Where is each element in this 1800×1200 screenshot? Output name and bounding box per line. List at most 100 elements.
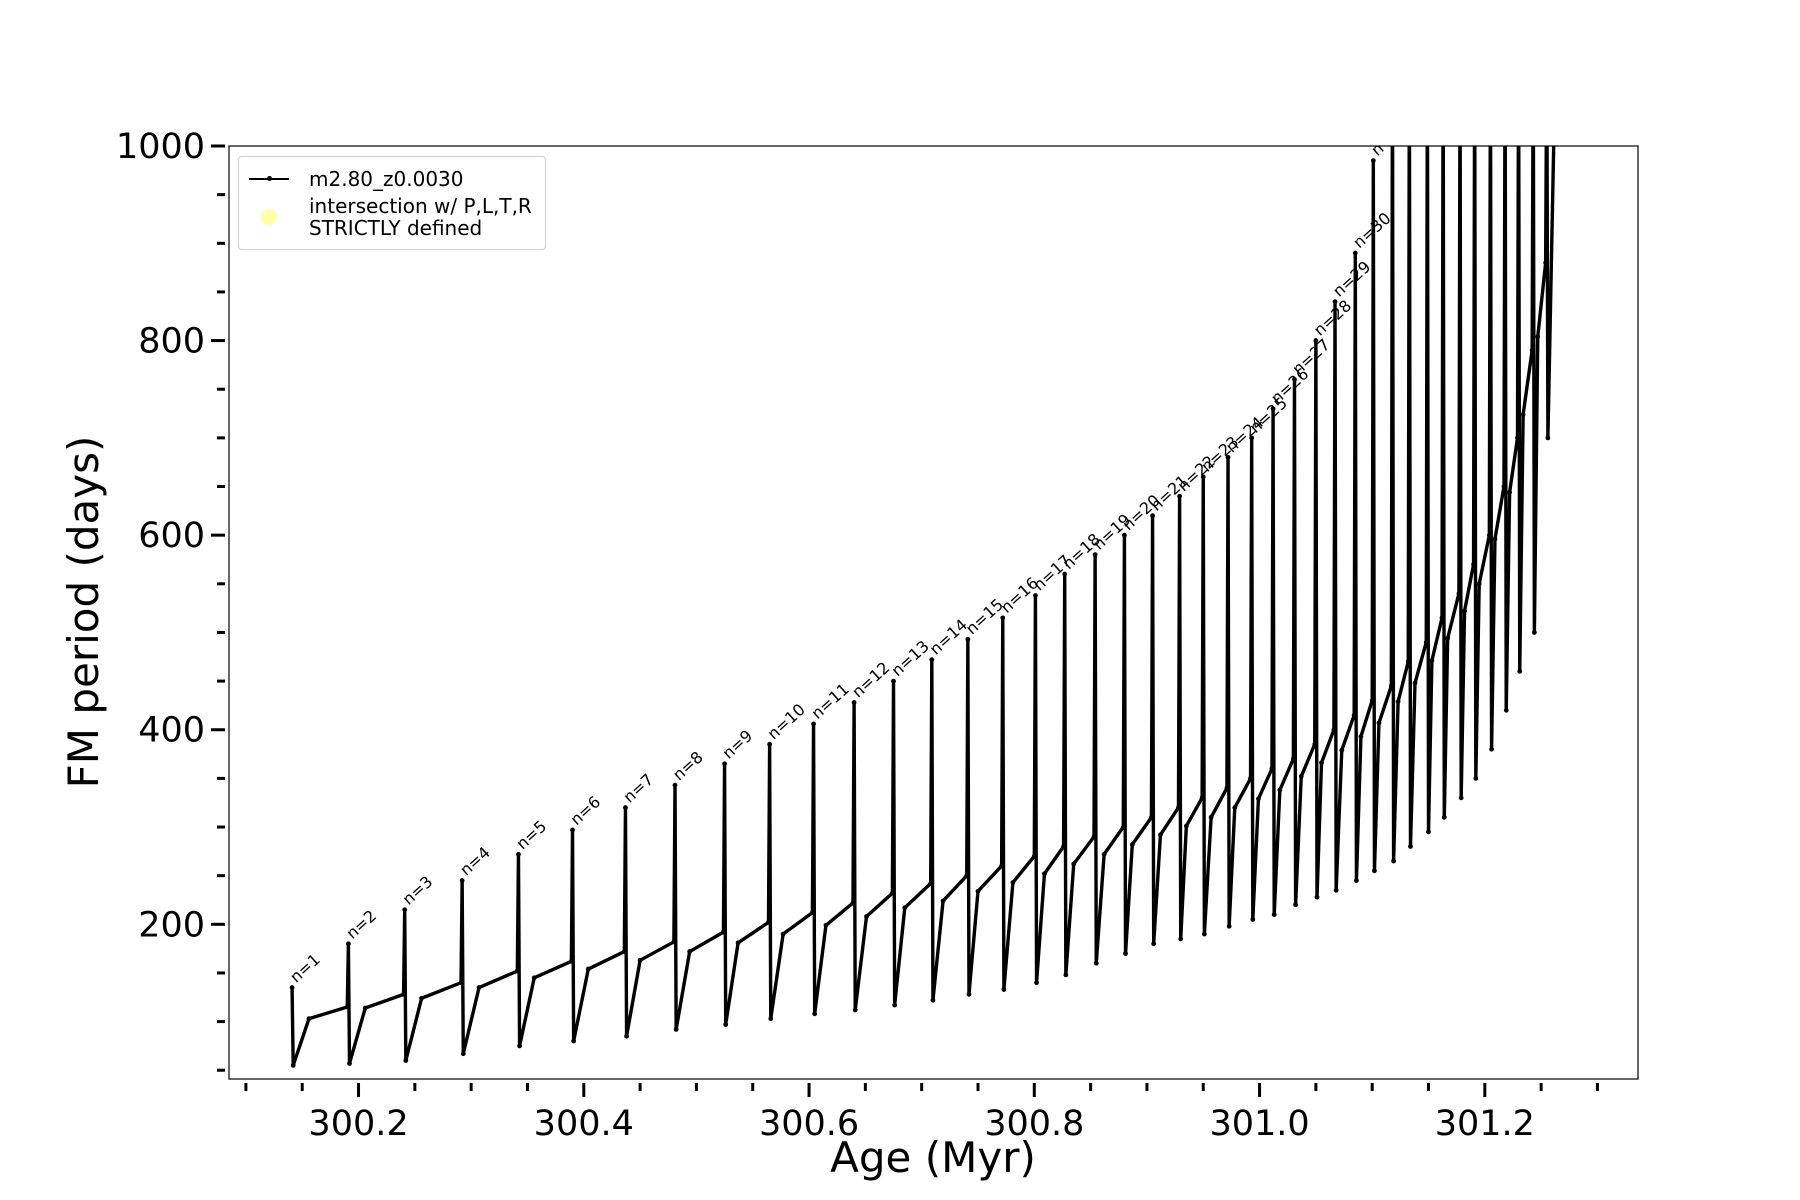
point <box>460 1051 466 1057</box>
point <box>1489 746 1494 752</box>
point <box>1001 987 1007 992</box>
point <box>1183 823 1189 829</box>
point <box>1458 46 1463 51</box>
point <box>1176 805 1181 810</box>
point <box>514 968 520 974</box>
point <box>964 873 970 879</box>
point <box>850 900 856 906</box>
point <box>1429 658 1435 664</box>
x-axis-label: Age (Myr) <box>830 1133 1036 1182</box>
point <box>516 851 521 857</box>
point <box>1224 785 1230 791</box>
point <box>1476 581 1482 587</box>
point <box>345 941 351 947</box>
point <box>1516 46 1521 51</box>
point <box>1544 46 1549 51</box>
point <box>1503 46 1508 51</box>
point <box>1458 795 1464 801</box>
point <box>362 1005 368 1011</box>
point <box>1351 712 1357 718</box>
annotation: n=29 <box>1329 257 1374 300</box>
point <box>687 949 693 954</box>
point <box>673 1026 679 1032</box>
point <box>623 805 628 810</box>
point <box>1412 680 1418 686</box>
y-tick-label: 800 <box>138 322 205 362</box>
point <box>1372 868 1377 874</box>
y-tick-label: 200 <box>138 905 205 945</box>
point <box>517 1043 522 1049</box>
legend-item: m2.80_z0.0030 <box>247 167 537 191</box>
point <box>1091 834 1097 840</box>
point <box>1426 829 1431 835</box>
point <box>768 1016 774 1022</box>
legend-swatch <box>247 167 291 191</box>
annotation: n=10 <box>764 700 809 743</box>
point <box>1031 853 1037 859</box>
point <box>902 905 908 911</box>
point <box>1256 796 1261 802</box>
point <box>1313 338 1319 343</box>
point <box>1331 727 1337 733</box>
point <box>1333 887 1339 893</box>
point <box>624 1033 629 1039</box>
annotation: n=5 <box>512 817 550 854</box>
point <box>1129 842 1135 847</box>
annotation: n=1 <box>286 950 324 987</box>
point <box>571 1038 577 1044</box>
point <box>1034 980 1039 986</box>
legend-label: m2.80_z0.0030 <box>309 167 464 191</box>
point <box>966 991 972 997</box>
plot-frame <box>228 145 1639 1080</box>
annotation: n=9 <box>719 726 757 763</box>
point <box>928 881 934 886</box>
y-tick-label: 600 <box>138 516 205 556</box>
point <box>767 741 773 747</box>
point <box>722 761 727 767</box>
point <box>1520 412 1526 417</box>
point <box>1062 571 1068 577</box>
point <box>1292 377 1297 382</box>
point <box>1177 493 1182 499</box>
point <box>1199 795 1205 801</box>
point <box>1492 536 1498 542</box>
point <box>1531 46 1536 51</box>
annotation: n=7 <box>619 770 657 807</box>
point <box>1000 615 1006 621</box>
point <box>1277 787 1283 793</box>
point <box>889 890 895 896</box>
point <box>1092 552 1098 558</box>
point <box>1269 766 1275 772</box>
point <box>1515 435 1520 441</box>
x-tick-label: 300.6 <box>759 1104 859 1144</box>
point <box>1123 951 1128 956</box>
point <box>1319 760 1324 766</box>
point <box>402 907 408 913</box>
point <box>1488 46 1493 51</box>
point <box>1407 46 1412 51</box>
y-axis-label: FM period (days) <box>59 436 108 789</box>
point <box>1312 741 1318 747</box>
point <box>419 995 424 1001</box>
point <box>403 1058 409 1063</box>
point <box>1226 923 1232 929</box>
point <box>585 966 591 972</box>
point <box>851 700 857 705</box>
point <box>1471 561 1476 567</box>
annotation: n=6 <box>566 792 604 829</box>
point <box>812 1011 818 1017</box>
point <box>811 721 816 727</box>
legend-label: intersection w/ P,L,T,R STRICTLY defined <box>309 194 532 240</box>
point <box>1270 406 1276 412</box>
annotation: n=2 <box>342 906 380 943</box>
point <box>344 1004 350 1010</box>
point <box>1408 844 1413 849</box>
point <box>1369 698 1375 703</box>
point <box>347 1061 352 1066</box>
point <box>1249 435 1255 441</box>
annotation: n=11 <box>808 679 853 722</box>
point <box>568 958 574 964</box>
annotation: n=31 <box>1367 116 1412 159</box>
